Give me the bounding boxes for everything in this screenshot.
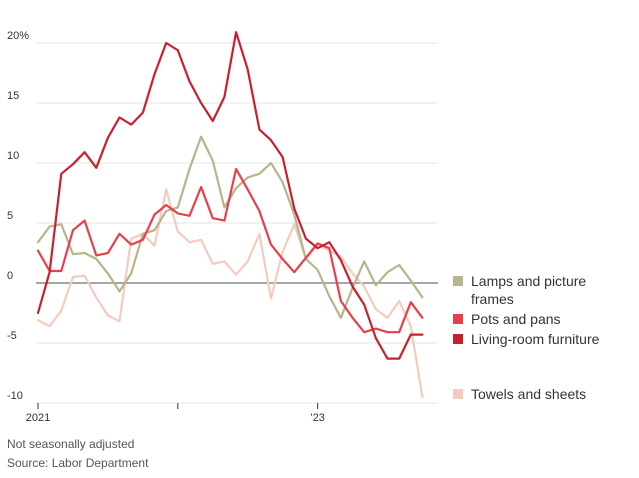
legend-label: frames [471,291,514,307]
legend-label: Pots and pans [471,311,561,327]
y-tick-label: -5 [7,330,17,342]
series-line-living-room-furniture [36,31,424,360]
legend-swatch [453,276,463,286]
y-tick-label: 20% [7,30,29,42]
y-tick-label: 10 [7,150,19,162]
seasonal-adjustment-note: Not seasonally adjusted [7,437,135,451]
legend-label: Towels and sheets [471,386,586,402]
legend-label: Lamps and picture [471,273,586,289]
series-lines [36,31,424,399]
y-axis-ticks: 20% 15 10 5 0 -5 -10 [7,30,29,402]
legend-swatch [453,334,463,344]
x-axis-ticks: 2021 ’23 [26,403,325,424]
legend: Lamps and picture frames Pots and pans Livi… [453,273,600,402]
y-tick-label: 0 [7,270,13,282]
y-tick-label: 15 [7,90,19,102]
series-line-lamps-and-picture-frames [36,135,424,319]
legend-swatch [453,314,463,324]
source-note: Source: Labor Department [7,456,149,470]
x-tick-label: ’23 [310,412,325,424]
y-tick-label: -10 [7,390,23,402]
y-tick-label: 5 [7,210,13,222]
gridlines [36,42,438,404]
legend-swatch [453,389,463,399]
series-line-towels-and-sheets [36,188,424,399]
x-tick-label: 2021 [26,412,50,424]
legend-label: Living-room furniture [471,331,600,347]
series-line-pots-and-pans [36,167,424,334]
